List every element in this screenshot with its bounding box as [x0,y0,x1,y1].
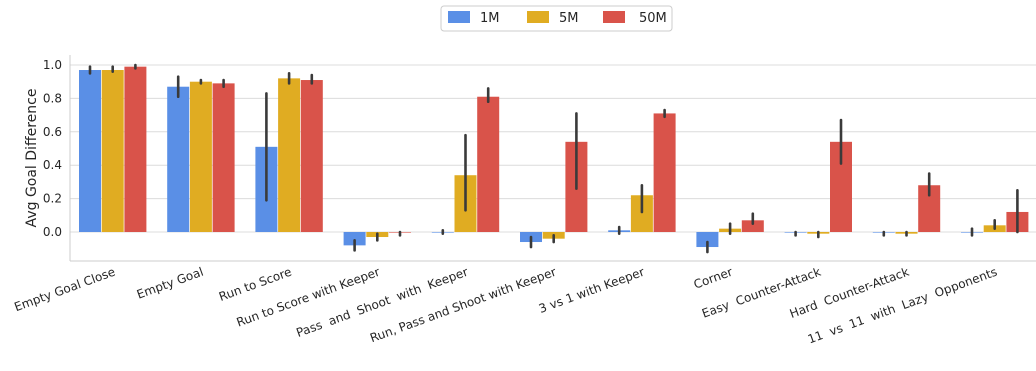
legend-swatch-5m [527,11,549,23]
bar-1m-3 [343,232,366,246]
bar-1m-1 [167,86,190,233]
bar-50m-4 [477,96,500,232]
y-tick-label: 0.4 [43,158,62,172]
bar-5m-6 [630,195,653,232]
y-tick-label: 0.8 [43,91,62,105]
legend: 1M 5M 50M [440,5,673,32]
y-tick-label: 0.6 [43,125,62,139]
bar-1m-7 [696,232,719,248]
bars [79,66,1029,248]
legend-swatch-50m [603,11,625,23]
bar-1m-0 [79,70,101,232]
bar-50m-6 [653,113,676,232]
x-labels: Empty Goal Close Empty Goal Run to ScoreRu… [12,265,999,347]
bar-5m-2 [278,78,301,232]
bar-50m-8 [830,141,852,232]
y-tick-label: 1.0 [43,58,62,72]
y-tick-label: 0.2 [43,192,62,206]
legend-label-50m: 50M [639,11,667,26]
bar-50m-0 [124,66,147,232]
bar-50m-2 [300,80,323,232]
bar-50m-9 [918,185,941,232]
bar-5m-0 [101,70,124,232]
x-tick-label: Run to Score [217,265,293,304]
error-bars [88,63,1019,254]
legend-label-1m: 1M [480,11,500,26]
y-tick-label: 0.0 [43,225,62,239]
y-ticks: 0.0 0.2 0.4 0.6 0.8 1.0 [43,58,62,239]
bar-50m-1 [212,83,235,233]
x-tick-label: Run to Score with Keeper [235,265,382,330]
bar-50m-7 [741,220,764,232]
legend-label-5m: 5M [559,11,579,26]
y-axis-title: Avg Goal Difference [24,89,40,228]
legend-frame [440,5,673,32]
x-tick-label: Empty Goal [135,265,205,302]
x-tick-label: Empty Goal Close [12,265,117,315]
x-tick-label: Corner [692,265,735,292]
bar-5m-1 [189,81,212,232]
legend-swatch-1m [448,11,470,23]
